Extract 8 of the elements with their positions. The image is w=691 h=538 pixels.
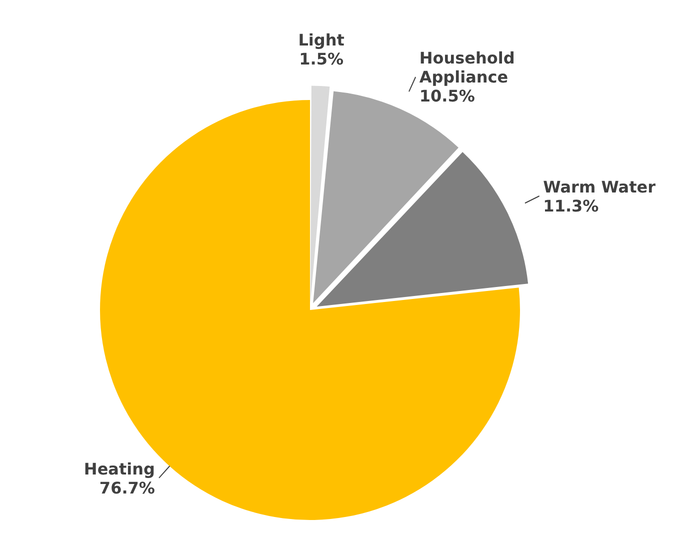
data-label: 10.5% <box>419 86 475 106</box>
data-label: 1.5% <box>299 49 344 68</box>
slice-label: Household Appliance <box>419 48 515 87</box>
slice-label: Heating <box>84 460 155 479</box>
data-label: 11.3% <box>543 196 599 216</box>
slice-label: Warm Water <box>543 177 656 196</box>
slice-label: Light <box>298 30 345 50</box>
data-label: 76.7% <box>99 478 155 498</box>
